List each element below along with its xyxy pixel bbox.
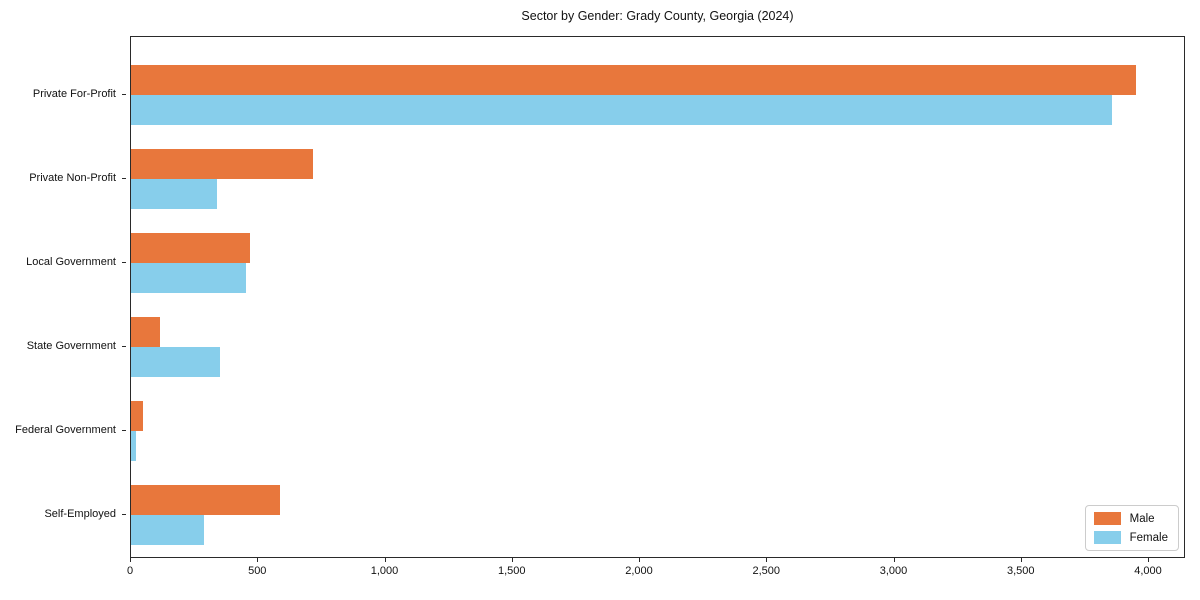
x-tick-mark — [511, 558, 513, 562]
x-tick-label-500: 500 — [248, 565, 267, 577]
legend-swatch-male — [1093, 512, 1121, 525]
x-axis: 0 500 1,000 1,500 2,000 2,500 3,000 3,500 4,000 — [126, 558, 1185, 588]
x-tick-mark — [766, 558, 768, 562]
y-tick-label-self-employed: Self-Employed — [44, 508, 116, 520]
x-tick-label-4000: 4,000 — [1134, 565, 1162, 577]
plot-area: Male Female — [130, 36, 1185, 558]
y-tick-mark — [122, 262, 126, 263]
legend-label-male: Male — [1129, 512, 1155, 525]
x-tick-label-3000: 3,000 — [879, 565, 908, 577]
bar-group-federal-government — [131, 401, 1184, 461]
bar-male-self-employed — [131, 485, 280, 515]
x-tick-mark — [130, 558, 131, 562]
x-tick-mark — [257, 558, 259, 562]
bar-female-state-government — [131, 347, 221, 377]
x-tick-mark — [639, 558, 640, 562]
y-tick-label-state-government: State Government — [26, 340, 116, 352]
x-tick-label-0: 0 — [126, 565, 134, 577]
y-tick-mark — [122, 94, 126, 95]
legend: Male Female — [1084, 505, 1179, 551]
y-tick-label-private-for-profit: Private For-Profit — [32, 88, 116, 100]
x-tick-mark — [384, 558, 386, 562]
x-tick-label-2000: 2,000 — [625, 565, 653, 577]
x-tick-label-1000: 1,000 — [370, 565, 399, 577]
bar-female-private-for-profit — [131, 95, 1113, 125]
bar-group-state-government — [131, 317, 1184, 377]
bar-male-local-government — [131, 233, 251, 263]
bar-male-federal-government — [131, 401, 143, 431]
chart-title: Sector by Gender: Grady County, Georgia … — [521, 9, 794, 23]
bar-male-private-non-profit — [131, 149, 313, 179]
x-tick-mark — [893, 558, 895, 562]
bar-group-private-for-profit — [131, 65, 1184, 125]
y-tick-mark — [122, 430, 126, 431]
bar-female-self-employed — [131, 515, 205, 545]
bar-group-private-non-profit — [131, 149, 1184, 209]
bar-female-federal-government — [131, 431, 137, 461]
x-tick-label-1500: 1,500 — [497, 565, 526, 577]
bar-group-self-employed — [131, 485, 1184, 545]
y-tick-label-federal-government: Federal Government — [15, 424, 116, 436]
bar-female-local-government — [131, 263, 247, 293]
y-tick-label-local-government: Local Government — [26, 256, 116, 268]
bar-female-private-non-profit — [131, 179, 218, 209]
bar-male-private-for-profit — [131, 65, 1137, 95]
y-tick-mark — [122, 346, 126, 347]
legend-entry-female: Female — [1093, 531, 1168, 544]
x-tick-mark — [1020, 558, 1022, 562]
y-axis-category-labels: Private For-Profit Private Non-Profit Loca… — [0, 36, 126, 558]
y-tick-mark — [122, 514, 126, 515]
legend-entry-male: Male — [1093, 512, 1168, 525]
legend-swatch-female — [1093, 531, 1121, 544]
x-tick-label-2500: 2,500 — [752, 565, 781, 577]
bar-male-state-government — [131, 317, 160, 347]
legend-label-female: Female — [1129, 531, 1168, 544]
y-tick-label-private-non-profit: Private Non-Profit — [29, 172, 116, 184]
bar-group-local-government — [131, 233, 1184, 293]
y-tick-mark — [122, 178, 126, 179]
x-tick-mark — [1148, 558, 1149, 562]
x-tick-label-3500: 3,500 — [1006, 565, 1035, 577]
